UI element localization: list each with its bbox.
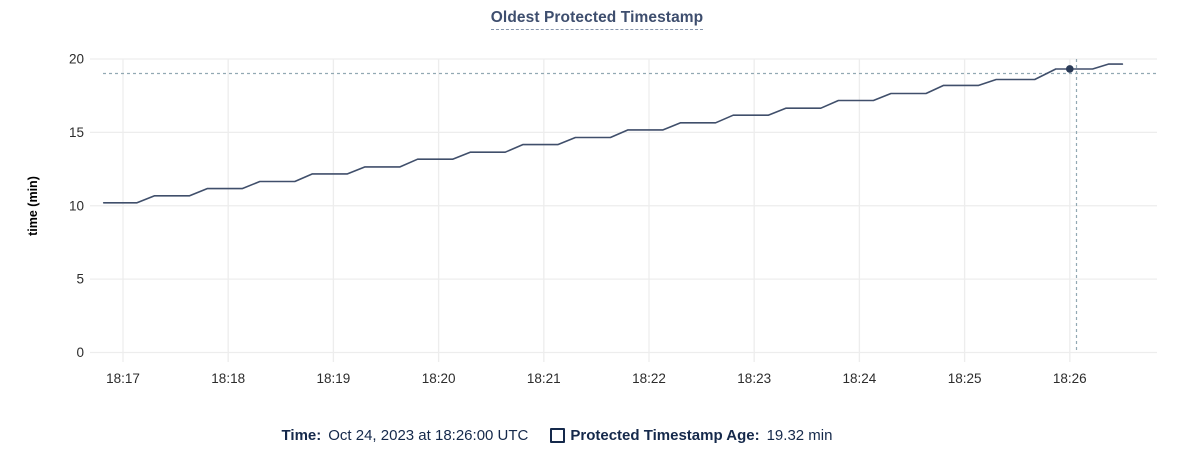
legend-time-value: Oct 24, 2023 at 18:26:00 UTC	[328, 427, 529, 444]
x-tick-label: 18:21	[527, 371, 561, 386]
x-tick-label: 18:26	[1053, 371, 1087, 386]
series-swatch-icon[interactable]	[550, 428, 566, 443]
chart-title-row: Oldest Protected Timestamp	[0, 9, 1194, 30]
y-axis-title: time (min)	[26, 176, 40, 236]
y-tick-label: 15	[69, 125, 84, 140]
x-tick-label: 18:23	[737, 371, 771, 386]
legend-series-label[interactable]: Protected Timestamp Age:	[570, 427, 760, 444]
y-tick-label: 10	[69, 198, 84, 213]
hover-point-dot	[1066, 65, 1074, 73]
x-tick-label: 18:22	[632, 371, 666, 386]
chart-title[interactable]: Oldest Protected Timestamp	[490, 9, 704, 30]
legend-time-label: Time:	[281, 427, 322, 444]
x-tick-label: 18:19	[317, 371, 351, 386]
x-tick-label: 18:17	[106, 371, 140, 386]
y-tick-label: 5	[76, 272, 84, 287]
x-tick-label: 18:18	[211, 371, 245, 386]
legend-series-value: 19.32 min	[766, 427, 833, 444]
y-tick-label: 20	[69, 52, 84, 67]
x-tick-label: 18:20	[422, 371, 456, 386]
x-tick-label: 18:24	[843, 371, 877, 386]
chart-hover-legend: Time: Oct 24, 2023 at 18:26:00 UTC Prote…	[0, 427, 1194, 444]
y-tick-label: 0	[76, 345, 84, 360]
x-tick-label: 18:25	[948, 371, 982, 386]
series-line	[102, 63, 1124, 204]
